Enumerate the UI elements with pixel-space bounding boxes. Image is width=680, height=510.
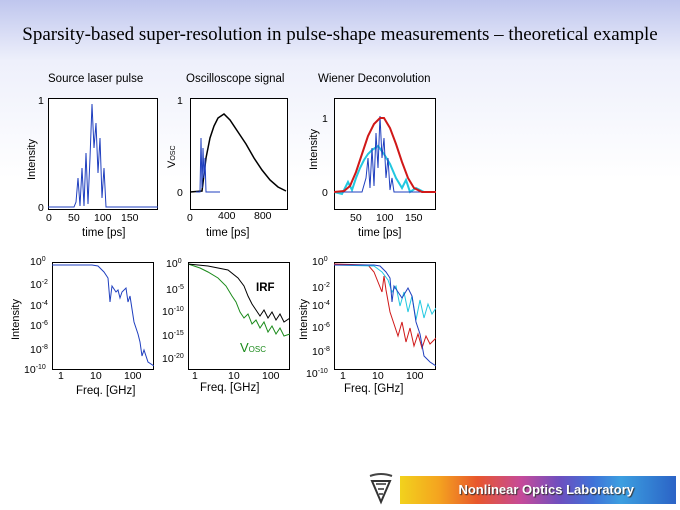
- wiener-xlabel: time [ps]: [358, 227, 402, 239]
- source-xtick: 50: [68, 212, 80, 224]
- wiener-xtick: 50: [350, 212, 362, 224]
- spec3-ytick: 10-8: [312, 346, 330, 358]
- wiener-spectrum-red-curve: [334, 263, 436, 350]
- spec1-ytick: 10-6: [30, 320, 48, 332]
- spec3-ytick: 10-4: [312, 300, 330, 312]
- source-pulse-curve: [48, 103, 158, 208]
- spec3-xtick: 10: [372, 370, 384, 382]
- spec2-ytick: 100: [166, 258, 182, 270]
- spec3-ylabel: Intensity: [298, 299, 310, 340]
- spec2-xtick: 1: [192, 370, 198, 382]
- spec2-ytick: 10-20: [162, 353, 184, 365]
- source-ylabel: Intensity: [26, 139, 38, 180]
- source-spectrum-curve: [52, 264, 154, 367]
- wiener-ytick-max: 1: [322, 113, 328, 125]
- spec1-xlabel: Freq. [GHz]: [76, 385, 136, 397]
- spec1-ytick: 10-10: [24, 364, 46, 376]
- lab-banner: Nonlinear Optics Laboratory: [400, 476, 676, 504]
- spec2-ytick: 10-5: [166, 284, 184, 296]
- wiener-plot: [334, 98, 436, 210]
- osc-xtick: 800: [254, 210, 272, 222]
- irf-curve: [196, 137, 220, 193]
- spec3-xtick: 1: [340, 370, 346, 382]
- spec1-ylabel: Intensity: [10, 299, 22, 340]
- spec3-ytick: 10-10: [306, 368, 328, 380]
- spec3-ytick: 10-2: [312, 282, 330, 294]
- wiener-deconvolution-label: Wiener Deconvolution: [318, 73, 431, 85]
- wiener-xtick: 100: [376, 212, 394, 224]
- spec1-xtick: 100: [124, 370, 142, 382]
- wiener-ytick-min: 0: [322, 187, 328, 199]
- source-xtick: 150: [121, 212, 139, 224]
- vosc-annotation: VOSC: [240, 340, 267, 355]
- spec3-xtick: 100: [406, 370, 424, 382]
- irf-spectrum-black-curve: [188, 263, 290, 323]
- osc-ytick-max: 1: [177, 95, 183, 107]
- wiener-xtick: 150: [405, 212, 423, 224]
- wiener-spectrum-plot: [334, 262, 436, 370]
- osc-xtick: 400: [218, 210, 236, 222]
- spec3-ytick: 100: [312, 256, 328, 268]
- osc-xlabel: time [ps]: [206, 227, 250, 239]
- technion-logo-icon: [369, 473, 393, 505]
- spec1-xtick: 1: [58, 370, 64, 382]
- wiener-blue-curve: [334, 115, 436, 193]
- oscilloscope-curve: [190, 113, 287, 193]
- spec2-xtick: 10: [228, 370, 240, 382]
- spec1-ytick: 100: [30, 256, 46, 268]
- wiener-ylabel: Intensity: [308, 129, 320, 170]
- source-pulse-plot: [48, 98, 158, 210]
- source-ytick-min: 0: [38, 202, 44, 214]
- source-xlabel: time [ps]: [82, 227, 126, 239]
- source-spectrum-plot: [52, 262, 154, 370]
- wiener-spectrum-cyan-curve: [334, 264, 436, 321]
- source-pulse-label: Source laser pulse: [48, 73, 144, 85]
- oscilloscope-plot: [190, 98, 288, 210]
- spec2-ytick: 10-10: [162, 306, 184, 318]
- oscilloscope-signal-label: Oscilloscope signal: [186, 73, 285, 85]
- spec3-ytick: 10-6: [312, 322, 330, 334]
- osc-spectrum-plot: [188, 262, 290, 370]
- spec2-ytick: 10-15: [162, 330, 184, 342]
- slide-title: Sparsity-based super-resolution in pulse…: [22, 24, 658, 45]
- irf-annotation: IRF: [256, 282, 275, 294]
- source-ytick-max: 1: [38, 95, 44, 107]
- lab-name: Nonlinear Optics Laboratory: [458, 482, 634, 497]
- spec1-ytick: 10-4: [30, 300, 48, 312]
- spec2-xtick: 100: [262, 370, 280, 382]
- wiener-red-curve: [334, 117, 436, 193]
- spec1-ytick: 10-2: [30, 279, 48, 291]
- source-xtick: 100: [94, 212, 112, 224]
- wiener-spectrum-blue-curve: [334, 264, 436, 367]
- osc-ytick-min: 0: [177, 187, 183, 199]
- spec3-xlabel: Freq. [GHz]: [344, 383, 404, 395]
- spec1-ytick: 10-8: [30, 344, 48, 356]
- osc-xtick: 0: [187, 212, 193, 224]
- spec1-xtick: 10: [90, 370, 102, 382]
- source-xtick: 0: [46, 212, 52, 224]
- spec2-xlabel: Freq. [GHz]: [200, 382, 260, 394]
- osc-spectrum-green-curve: [188, 263, 290, 337]
- osc-ylabel: VOSC: [166, 145, 178, 168]
